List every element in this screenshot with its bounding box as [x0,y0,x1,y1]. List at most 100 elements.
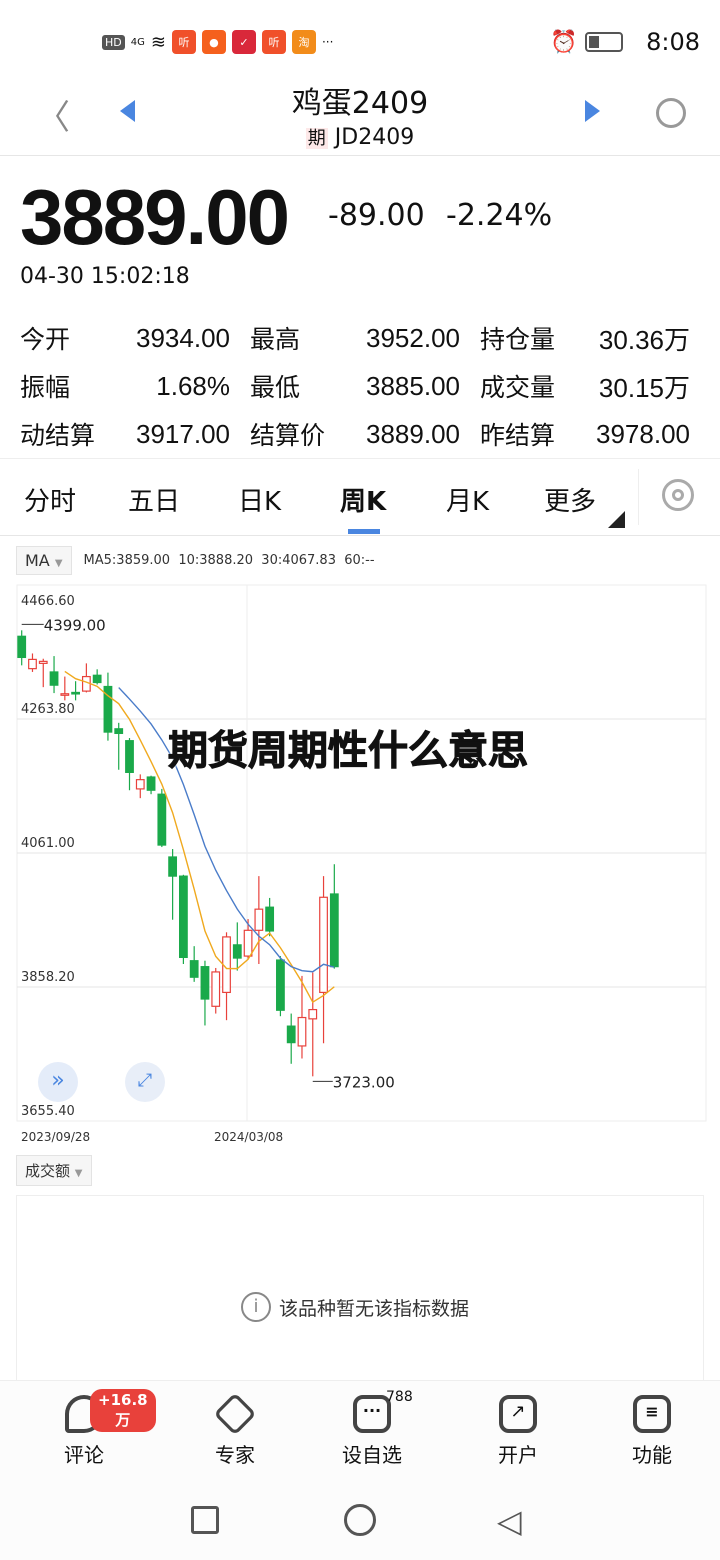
nav-add-watchlist[interactable]: ··· 788 设自选 [322,1389,422,1468]
more-corner-icon [608,511,625,528]
battery-icon [585,32,623,52]
back-nav-icon[interactable]: ◁ [497,1502,522,1540]
stat-value: 1.68% [156,370,230,401]
candle-down [125,740,134,773]
candle-down [146,776,156,791]
prev-contract-icon[interactable] [120,100,135,122]
home-icon[interactable] [344,1504,376,1536]
stat-value: 3978.00 [596,418,690,449]
contract-code: JD2409 [334,125,415,150]
ma60-value: 60:-- [344,552,375,568]
stat-value: 3889.00 [366,418,460,449]
comments-badge: +16.8万 [90,1389,156,1432]
stat-label: 持仓量 [480,325,556,354]
chevron-down-icon: ▼ [74,1167,83,1179]
nav-label: 专家 [215,1443,255,1467]
next-contract-icon[interactable] [585,100,600,122]
candle-down [168,856,178,877]
candle-up [308,1008,318,1020]
app-kuaishou-icon: ● [201,30,226,54]
search-icon[interactable] [656,98,686,128]
tab-daily-k[interactable]: 日K [238,487,282,517]
fullscreen-button[interactable]: ⤢ [125,1062,165,1102]
add-watchlist-icon: ··· [353,1395,391,1433]
candle-up [297,1016,307,1047]
futures-badge: 期 [305,128,328,149]
signal-icon: 4G [130,36,145,48]
nav-experts[interactable]: 专家 [185,1392,285,1468]
candle-down [92,674,102,684]
x-label: 2023/09/28 [21,1130,91,1144]
clock: 8:08 [646,28,700,56]
candlestick-chart[interactable]: 4466.60 4263.80 4061.00 3858.20 3655.40 4399.… [0,0,720,1130]
candle-up [38,660,48,664]
stat-label: 今开 [20,325,71,354]
wifi-icon: ≋ [150,31,166,53]
settings-icon[interactable] [662,479,694,511]
status-bar: HD 4G ≋ 听 ● ✓ 听 淘 ··· ⏰ 8:08 [0,0,720,70]
ma10-value: 10:3888.20 [178,552,254,568]
candle-down [286,1025,296,1044]
indicator-selected: MA [25,550,50,570]
stat-value: 3917.00 [136,418,230,449]
stat-value: 30.15万 [598,372,690,403]
y-tick-label: 3655.40 [21,1104,75,1119]
y-tick-label: 4466.60 [21,594,75,609]
tab-more[interactable]: 更多 [544,487,597,517]
nav-label: 评论 [64,1443,104,1467]
y-tick-label: 4263.80 [21,702,75,717]
last-price: 3889.00 [20,173,290,261]
diamond-check-icon [213,1392,257,1436]
x-label: 2024/03/08 [214,1130,284,1144]
more-icon: ··· [321,35,334,49]
candle-up [319,896,328,994]
stat-label: 最高 [250,325,301,354]
recents-icon[interactable] [191,1506,219,1534]
bottom-nav: +16.8万 评论 专家 ··· 788 设自选 ↗ 开户 ≡ 功能 [0,1380,720,1480]
overlay-title: 期货周期性什么意思 [168,728,529,775]
tab-intraday[interactable]: 分时 [24,487,77,517]
tab-five-day[interactable]: 五日 [128,487,181,517]
nav-comments[interactable]: +16.8万 评论 [34,1389,156,1468]
stat-label: 昨结算 [480,421,556,450]
candle-down [276,959,285,1011]
candle-down [200,966,210,1000]
y-tick-label: 3858.20 [21,970,75,985]
quote-time: 04-30 15:02:18 [20,264,190,289]
chart-plus-icon: ↗ [499,1395,537,1433]
expand-chart-button[interactable]: » [38,1062,78,1102]
stats-grid: 今开 3934.00 最高 3952.00 持仓量 30.36万 振幅 1.68% 最低 388… [20,314,710,458]
volume-dropdown[interactable]: 成交额 ▼ [16,1154,92,1186]
volume-selected: 成交额 [25,1161,71,1180]
indicator-bar: MA ▼ MA5:3859.00 10:3888.20 30:4067.83 6… [16,545,375,575]
indicator-dropdown[interactable]: MA ▼ [16,545,72,575]
tab-monthly-k[interactable]: 月K [446,487,490,517]
candle-down [329,893,339,968]
stat-value: 3934.00 [136,322,230,353]
price-change-pct: -2.24% [446,198,553,233]
nav-open-account[interactable]: ↗ 开户 [468,1395,568,1468]
active-tab-indicator [348,529,380,534]
app-ting-icon: 听 [171,30,196,54]
candle-down [49,671,59,686]
stat-label: 动结算 [20,421,96,450]
volume-indicator-bar: 成交额 ▼ [16,1154,104,1186]
ma10-line [118,687,335,973]
nav-label: 设自选 [342,1443,402,1467]
tab-weekly-k[interactable]: 周K [340,487,387,517]
nav-functions[interactable]: ≡ 功能 [602,1395,702,1468]
candle-down [265,906,275,932]
ma5-line [64,670,335,1004]
android-nav-bar: ◁ [0,1480,720,1560]
candle-up [243,929,253,957]
menu-icon: ≡ [633,1395,671,1433]
app-red-icon: ✓ [231,30,256,54]
app-taobao-icon: 淘 [291,30,316,54]
candle-down [103,685,113,733]
candle-up [28,658,37,670]
stat-value: 3952.00 [366,322,460,353]
back-icon[interactable]: 〈 [36,98,70,138]
candle-down [232,944,242,959]
alarm-icon: ⏰ [550,30,578,55]
candle-down [71,691,81,695]
